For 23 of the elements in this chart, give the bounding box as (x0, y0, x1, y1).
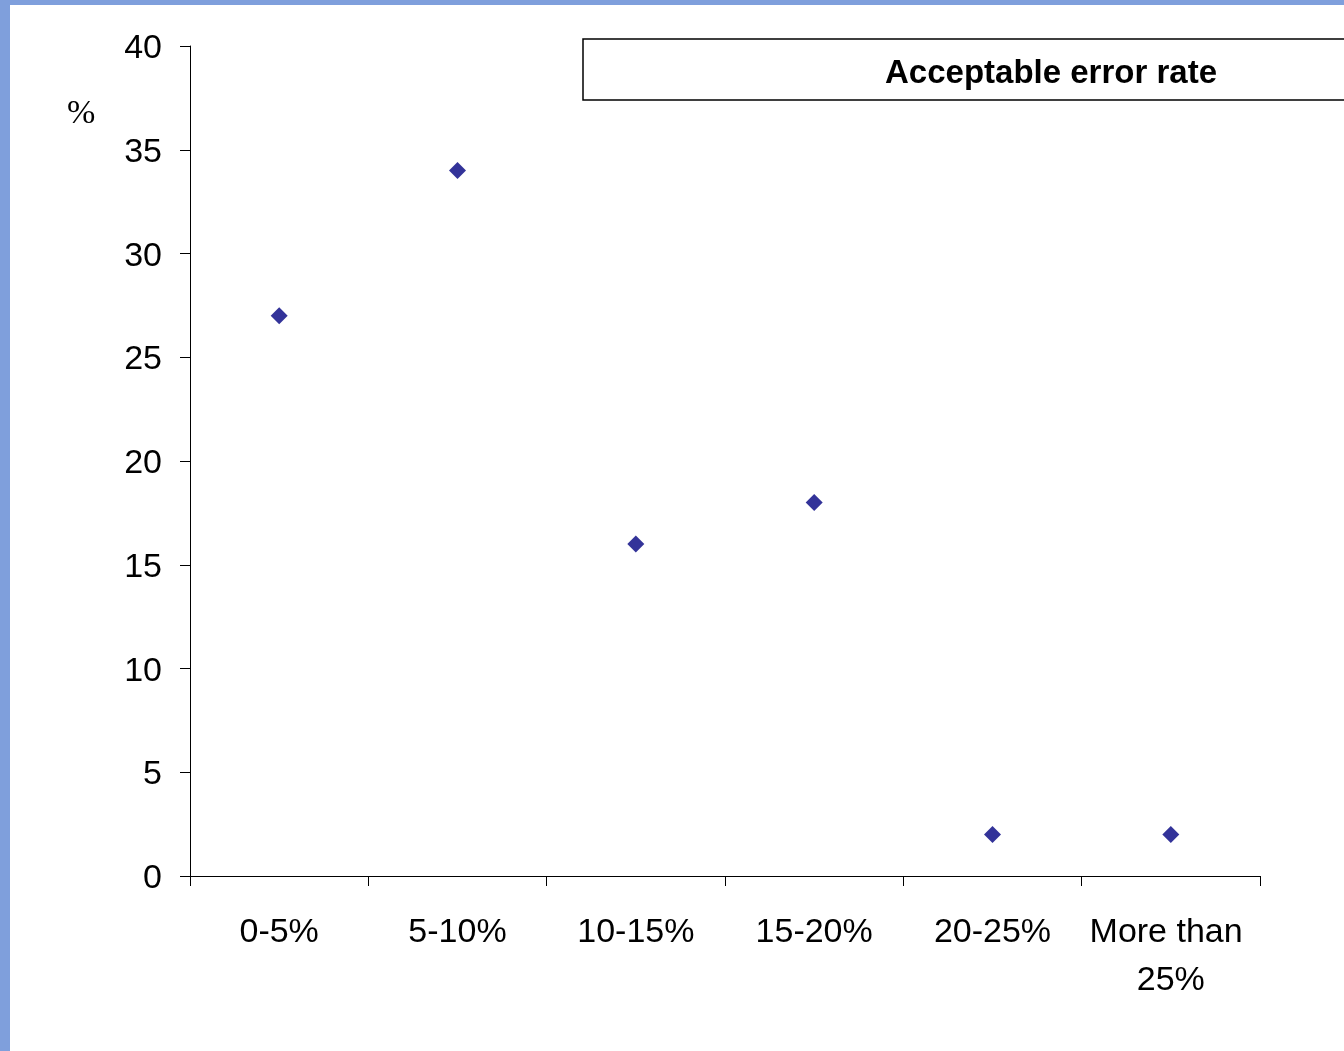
point (627, 535, 645, 553)
y-tick-label: 35 (124, 130, 162, 169)
y-tick-label: 0 (143, 857, 162, 895)
x-tick-label: 10-15% (577, 911, 695, 949)
x-tick-label: 0-5% (239, 911, 319, 949)
x-tick-label: More than 25% (1089, 911, 1253, 997)
y-tick-label: 30 (124, 234, 162, 273)
point (270, 307, 288, 325)
y-tick-label: 5 (143, 753, 162, 792)
x-tick-label: 5-10% (408, 911, 507, 949)
y-axis-title: % (67, 92, 96, 130)
x-tick-label: 20-25% (933, 911, 1052, 949)
y-tick-label: 40 (124, 27, 162, 65)
chart-title: Acceptable error rate (885, 53, 1217, 90)
x-tick-label: 15-20% (755, 911, 873, 949)
point (984, 826, 1001, 843)
point (805, 494, 823, 511)
y-tick-label: 10 (124, 649, 162, 688)
y-tick-label: 25 (124, 338, 162, 377)
point (449, 162, 466, 179)
y-tick-label: 20 (124, 442, 162, 480)
y-tick-label: 15 (124, 545, 162, 584)
point (1162, 826, 1180, 843)
